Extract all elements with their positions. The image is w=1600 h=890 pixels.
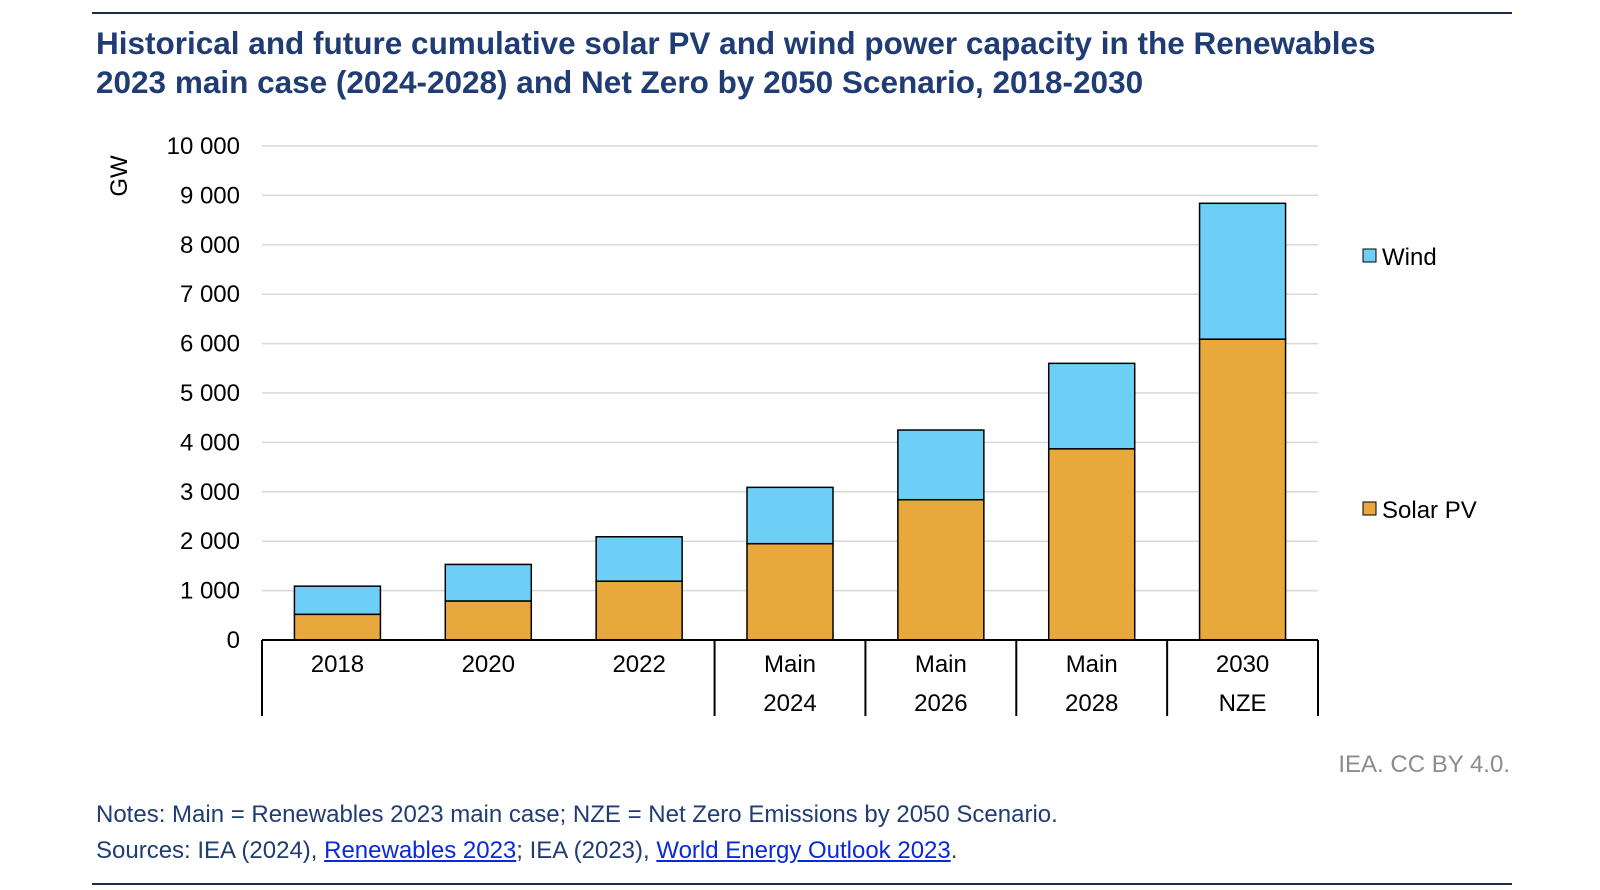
- y-axis-ticks: 0 1 000 2 000 3 000 4 000 5 000 6 000 7 000 8 00…: [167, 133, 240, 654]
- sources-prefix: Sources: IEA (2024),: [96, 837, 325, 864]
- bar-wind: [293, 585, 382, 616]
- notes: Notes: Main = Renewables 2023 main case;…: [96, 797, 1058, 869]
- y-tick-label: 5 000: [180, 380, 240, 407]
- legend-label-solar-pv: Solar PV: [1382, 497, 1477, 524]
- bar-wind: [746, 486, 834, 545]
- bars: [293, 202, 1287, 641]
- x-tick-label: Main: [764, 651, 816, 678]
- notes-text: Notes: Main = Renewables 2023 main case;…: [96, 801, 1058, 828]
- x-tick-label: 2024: [763, 690, 816, 717]
- bar-wind: [897, 429, 985, 501]
- x-tick-label: 2020: [462, 651, 515, 678]
- bar-solar-pv: [897, 498, 985, 641]
- chart-title-line-1: Historical and future cumulative solar P…: [96, 25, 1376, 61]
- bar-solar-pv: [1047, 448, 1136, 641]
- bar-solar-pv: [444, 600, 533, 641]
- bar-solar-pv: [1198, 338, 1287, 641]
- y-tick-label: 6 000: [180, 331, 240, 358]
- x-tick-label: NZE: [1219, 690, 1267, 717]
- bar-solar-pv: [595, 580, 683, 641]
- chart-title-line-2: 2023 main case (2024-2028) and Net Zero …: [96, 64, 1144, 100]
- y-tick-label: 9 000: [180, 182, 240, 209]
- world-energy-outlook-2023-link[interactable]: World Energy Outlook 2023: [656, 837, 951, 864]
- y-tick-label: 4 000: [180, 429, 240, 456]
- y-tick-label: 2 000: [180, 528, 240, 555]
- sources-middle: ; IEA (2023),: [516, 837, 657, 864]
- gridlines: [262, 145, 1318, 592]
- x-tick-label: 2018: [311, 651, 364, 678]
- top-rule: [92, 12, 1512, 14]
- renewables-2023-link[interactable]: Renewables 2023: [324, 837, 517, 864]
- legend-swatch-solar-pv: [1362, 501, 1377, 516]
- bar-wind: [1198, 202, 1287, 340]
- y-tick-label: 3 000: [180, 479, 240, 506]
- legend-swatch-wind: [1362, 248, 1377, 263]
- y-tick-label: 1 000: [180, 578, 240, 605]
- y-tick-label: 10 000: [167, 133, 240, 160]
- x-axis: 2018 2020 2022 Main 2024 Main 2026 Main 2028 2030…: [261, 639, 1319, 717]
- bar-solar-pv: [746, 542, 834, 641]
- x-tick-label: Main: [915, 651, 967, 678]
- x-tick-label: 2022: [612, 651, 665, 678]
- bar-wind: [1047, 362, 1136, 450]
- y-tick-label: 0: [227, 627, 240, 654]
- bar-solar-pv: [293, 613, 382, 641]
- bar-wind: [595, 536, 683, 582]
- stacked-bar-chart: 0 1 000 2 000 3 000 4 000 5 000 6 000 7 000 8 00…: [106, 133, 1477, 717]
- legend-label-wind: Wind: [1382, 244, 1437, 271]
- y-axis-label: GW: [106, 155, 133, 197]
- x-tick-label: 2026: [914, 690, 967, 717]
- legend: Solar PV Wind: [1362, 244, 1477, 524]
- sources-text: Sources: IEA (2024), Renewables 2023; IE…: [96, 833, 1058, 869]
- chart-title: Historical and future cumulative solar P…: [96, 24, 1536, 102]
- sources-suffix: .: [950, 837, 958, 864]
- x-tick-label: Main: [1066, 651, 1118, 678]
- bar-wind: [444, 563, 533, 602]
- x-tick-label: 2028: [1065, 690, 1118, 717]
- x-tick-label: 2030: [1216, 651, 1269, 678]
- y-tick-label: 7 000: [180, 281, 240, 308]
- bottom-rule: [92, 883, 1512, 885]
- y-tick-label: 8 000: [180, 232, 240, 259]
- credit-text: IEA. CC BY 4.0.: [1338, 751, 1510, 778]
